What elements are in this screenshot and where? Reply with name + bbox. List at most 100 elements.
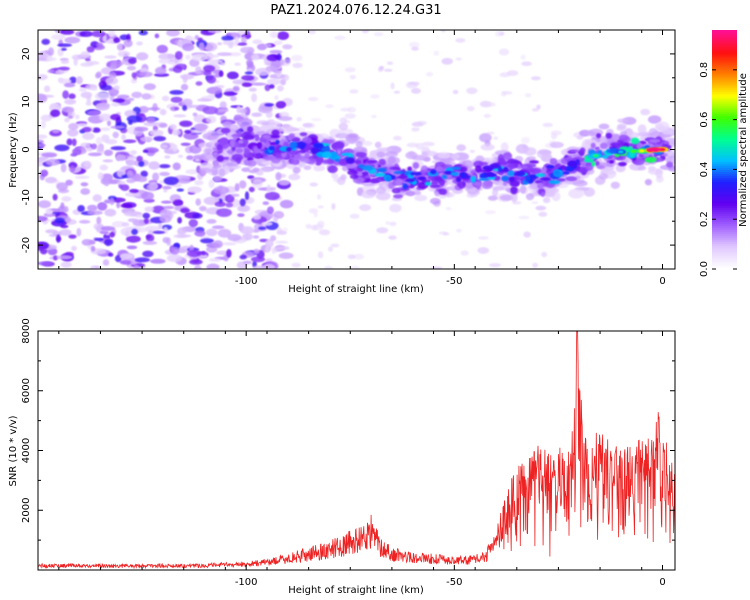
colorbar-segment: [712, 235, 737, 238]
spectrogram-blob: [40, 120, 46, 129]
spectrogram-blob: [451, 166, 462, 170]
spectrogram-blob: [305, 223, 312, 229]
spectrogram-blob: [92, 194, 102, 202]
spectrogram-blob: [225, 161, 240, 167]
spectrogram-blob: [405, 190, 416, 197]
colorbar-segment: [712, 233, 737, 236]
spectrogram-blob: [315, 155, 324, 164]
spectrogram-xlabel: Height of straight line (km): [288, 284, 424, 295]
colorbar-tick-label: 0.2: [699, 211, 710, 227]
spectrogram-blob: [655, 168, 663, 179]
spectrogram-blob: [595, 160, 600, 167]
spectrogram-blob: [133, 264, 140, 269]
colorbar: 0.0 0.2 0.4 0.6 0.8 Normalized spectral ampl…: [699, 30, 749, 277]
spectrogram-blob: [456, 176, 462, 183]
spectrogram-blob: [57, 43, 72, 47]
spectrogram-blob: [60, 60, 70, 64]
spectrogram-blob: [143, 218, 149, 224]
spectrogram-blob: [275, 240, 289, 244]
spectrogram-blob: [186, 249, 202, 258]
spectrogram-xtick-label: -100: [235, 276, 258, 287]
spectrogram-ytick-label: 10: [21, 95, 32, 108]
spectrogram-blob: [56, 234, 61, 243]
spectrogram-blob: [583, 187, 595, 197]
spectrogram-blob: [493, 136, 498, 140]
spectrogram-blob: [275, 101, 287, 109]
spectrogram-blob: [412, 162, 420, 169]
spectrogram-blob: [81, 239, 93, 246]
spectrogram-blob: [286, 147, 292, 152]
spectrogram-blob: [393, 171, 405, 174]
spectrogram-blob: [502, 181, 508, 186]
spectrogram-blob: [560, 148, 572, 156]
spectrogram-blob: [182, 105, 188, 111]
spectrogram-blob: [331, 173, 339, 179]
spectrogram-blob: [63, 82, 76, 88]
spectrogram-blob: [409, 41, 420, 48]
spectrogram-blob: [289, 141, 298, 148]
spectrogram-blob: [569, 177, 577, 181]
spectrogram-blob: [187, 104, 199, 108]
spectrogram-blob: [195, 81, 203, 86]
spectrogram-blob: [537, 182, 544, 189]
spectrogram-blob: [50, 103, 59, 107]
colorbar-segment: [712, 167, 737, 171]
colorbar-segment: [712, 129, 737, 133]
spectrogram-blob: [361, 30, 369, 34]
spectrogram-blob: [346, 133, 359, 139]
spectrogram-blob: [87, 210, 103, 215]
spectrogram-blob: [104, 55, 117, 59]
spectrogram-blob: [525, 193, 535, 201]
spectrogram-blob: [433, 50, 440, 56]
spectrogram-blob: [264, 140, 270, 148]
spectrogram-blob: [92, 127, 101, 133]
spectrogram-blob: [354, 152, 367, 158]
spectrogram-blob: [112, 98, 125, 103]
spectrogram-blob: [40, 169, 49, 177]
spectrogram-blob: [220, 127, 231, 134]
colorbar-segment: [712, 45, 737, 49]
spectrogram-blob: [285, 135, 296, 140]
colorbar-segment: [712, 145, 737, 149]
spectrogram-blob: [349, 213, 360, 219]
spectrogram-blob: [548, 187, 560, 194]
spectrogram-blob: [354, 159, 362, 165]
spectrogram-blob: [100, 226, 116, 231]
spectrogram-blob: [518, 215, 530, 220]
spectrogram-blob: [205, 52, 214, 61]
colorbar-segment: [712, 95, 737, 99]
spectrogram-blob: [158, 58, 170, 64]
spectrogram-blob: [330, 243, 340, 248]
spectrogram-blob: [466, 105, 475, 112]
spectrogram-blob: [117, 180, 126, 185]
spectrogram-blob: [139, 71, 153, 78]
spectrogram-blob: [60, 30, 75, 35]
spectrogram-blob: [498, 157, 506, 164]
spectrogram-blob: [61, 47, 67, 51]
spectrogram-blob: [131, 72, 137, 79]
spectrogram-blob: [247, 157, 254, 161]
spectrogram-blob: [266, 206, 274, 214]
colorbar-segment: [712, 151, 737, 155]
spectrogram-blob: [38, 156, 49, 160]
spectrogram-blob: [321, 151, 332, 159]
colorbar-segment: [712, 189, 737, 192]
spectrogram-blob: [271, 32, 278, 38]
colorbar-segment: [712, 191, 737, 194]
spectrogram-blob: [281, 74, 290, 81]
spectrogram-blob: [610, 181, 620, 189]
spectrogram-blob: [435, 165, 445, 173]
spectrogram-blob: [350, 265, 360, 269]
colorbar-segment: [712, 153, 737, 157]
spectrogram-blob: [117, 50, 131, 58]
spectrogram-blob: [198, 167, 212, 174]
spectrogram-blob: [370, 94, 380, 99]
spectrogram-blob: [206, 263, 220, 269]
spectrogram-blob: [126, 159, 136, 166]
spectrogram-blob: [74, 175, 90, 179]
spectrogram-blob: [267, 120, 282, 129]
spectrogram-blob: [478, 161, 489, 166]
spectrogram-blob: [282, 227, 288, 232]
spectrogram-blob: [391, 187, 401, 194]
spectrogram-blob: [94, 237, 105, 242]
